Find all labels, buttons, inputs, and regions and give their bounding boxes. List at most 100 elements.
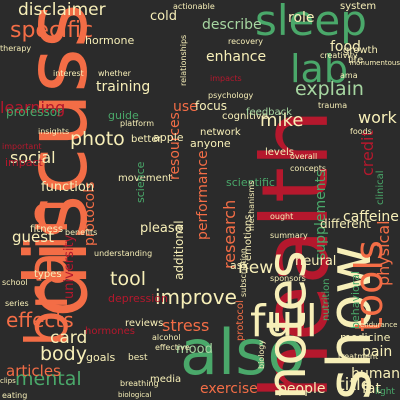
word-school: school [2,278,28,287]
word-goals: goals [86,351,116,364]
word-therapy: therapy [0,44,32,53]
word-series: series [5,299,29,308]
word-psychology: psychology [208,91,254,100]
word-best: best [128,353,148,363]
word-exercise: exercise [200,381,258,397]
word-performance: performance [195,150,211,240]
word-cold: cold [150,9,177,24]
word-ought: ought [270,212,294,221]
word-depression: depression [108,292,169,305]
word-feedback: feedback [246,107,292,118]
word-fat: fat [362,381,381,397]
word-concepts: concepts [290,164,327,173]
word-mike: mike [260,110,304,131]
word-summary: summary [270,231,308,240]
word-enhance: enhance [206,49,267,65]
word-food: food [330,39,361,55]
word-science: science [134,162,147,204]
word-anyone: anyone [190,137,231,150]
word-also: also [180,316,306,389]
word-function: function [41,180,95,195]
word-disclaimer: disclaimer [18,0,106,20]
word-work: work [358,108,397,127]
word-alcohol: alcohol [152,333,181,342]
word-biological: biological [118,391,152,399]
word-fitness: fitness [30,224,64,235]
word-trauma: trauma [318,101,348,110]
word-reviews: reviews [125,318,164,329]
word-people: people [278,381,326,397]
word-network: network [200,127,241,138]
word-role: role [288,10,315,26]
word-different: different [320,217,371,231]
word-title: title [338,375,372,395]
word-protocol: protocol [235,300,246,341]
word-stress: stress [162,316,210,335]
word-life: life [348,55,364,66]
word-impacts: impacts [210,74,242,83]
word-guide: guide [108,109,139,122]
word-important: important [2,142,42,151]
word-media: media [150,374,182,385]
word-new: new [238,258,274,278]
word-use: use [173,99,198,115]
word-lab: lab [290,47,348,91]
word-clinical: clinical [375,170,386,205]
word-levels: levels [265,147,294,158]
word-pain: pain [362,344,393,360]
word-benefits: benefits [65,228,98,237]
word-relationships: relationships [179,35,188,87]
word-credit: credit [358,130,377,176]
word-biology: biology [257,340,266,370]
word-breathing: breathing [120,379,159,388]
word-insights: insights [38,127,70,136]
word-improve: improve [155,285,237,309]
word-apple: apple [153,131,184,144]
word-actionable: actionable [173,2,215,11]
word-effects: effects [6,308,74,332]
word-clips: clips [0,377,16,385]
word-neural: neural [295,254,337,269]
word-types: types [34,269,62,280]
word-platform: platform [120,119,154,128]
word-articles: articles [6,362,61,380]
word-ask: ask [230,259,249,272]
word-full: full [250,296,318,347]
word-impact: impact [5,156,43,169]
word-movement: movement [118,173,173,184]
word-foods: foods [350,127,372,136]
word-specific: specific [10,18,94,43]
word-medicine: medicine [340,331,391,344]
word-training: training [96,79,151,95]
word-understanding: understanding [94,249,153,258]
word-recovery: recovery [228,37,264,46]
word-explain: explain [295,78,364,100]
word-system: system [340,1,377,12]
word-growth: growth [343,45,378,56]
word-body: body [40,343,87,365]
word-describe: describe [202,17,262,33]
word-supplements: supplements [313,170,329,261]
word-tool: tool [110,268,146,290]
word-guest: guest [12,228,54,246]
word-photo: photo [70,128,125,150]
word-monumentous: monumentous [349,59,400,67]
word-mood: mood [176,342,213,357]
word-ama: ama [340,71,358,80]
word-mechanisms: mechanisms [247,180,256,231]
word-hormone: hormone [85,34,135,47]
word-social: social [10,148,56,167]
word-cognitive: cognitive [222,111,268,122]
word-sleep: sleep [255,0,367,45]
word-scientific: scientific [226,176,275,189]
word-university: university [62,235,77,300]
word-creativity: creativity [320,51,358,60]
word-eating: eating [2,391,28,400]
word-human: human [351,366,400,382]
word-overall: overall [290,152,318,161]
word-please: please [140,221,183,236]
word-physical: physical [374,220,393,286]
word-learning: learning [0,98,66,117]
word-caffeine: caffeine [343,209,399,225]
word-sponsors: sponsors [270,274,306,283]
